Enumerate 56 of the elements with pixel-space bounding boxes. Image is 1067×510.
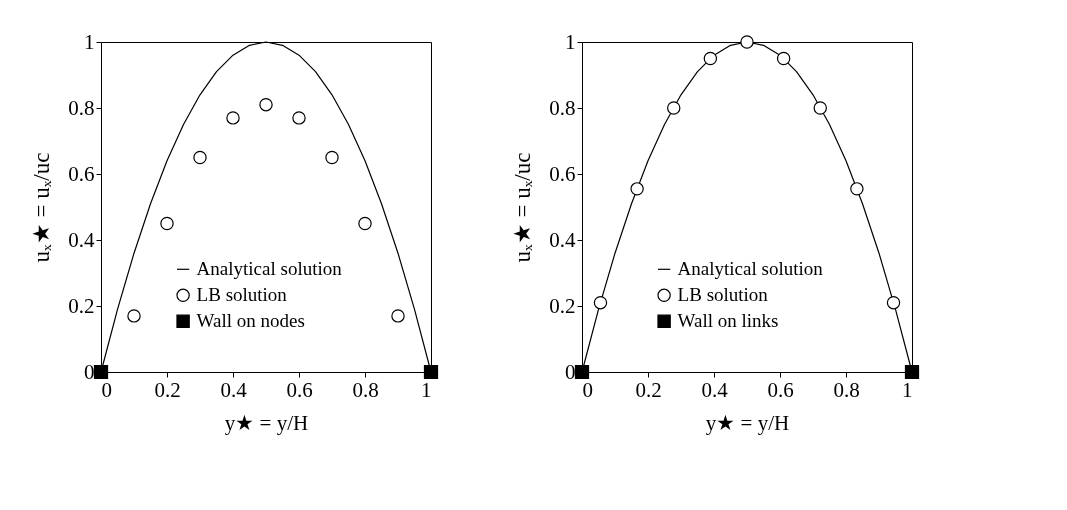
point [358,216,372,231]
point [574,364,590,380]
point [325,150,339,165]
x-tick-label: 1 [902,377,913,402]
point [423,364,439,380]
y-axis-title: uₓ★ = uₓ/uc [510,152,536,263]
point [776,51,791,66]
point [740,35,754,49]
y-tick-label: 0.8 [549,95,576,120]
point [630,182,644,196]
legend-label: Analytical solution [677,258,824,280]
x-tick-label: 0.8 [833,377,860,402]
point [259,97,273,112]
y-tick-label: 0 [84,359,95,384]
x-tick-label: 0.6 [286,377,313,402]
x-tick-label: 0.6 [767,377,794,402]
y-tick-label: 0.2 [549,293,576,318]
y-tick-label: 0.2 [68,293,95,318]
y-tick-label: 0.6 [549,161,576,186]
y-tick-label: 0.6 [68,161,95,186]
legend-label: LB solution [196,284,288,306]
x-tick-label: 0.4 [701,377,729,402]
point [703,51,718,66]
point [904,364,920,380]
y-tick-label: 0 [565,359,576,384]
point [391,309,405,323]
x-axis-title: y★ = y/H [705,410,790,435]
point [226,111,240,125]
point [160,216,174,231]
x-tick-label: 0.8 [352,377,379,402]
x-tick-label: 1 [421,377,432,402]
x-tick-label: 0.2 [154,377,181,402]
x-tick-label: 0.2 [635,377,662,402]
x-axis-title: y★ = y/H [224,410,309,435]
y-tick-label: 0.8 [68,95,95,120]
point [127,309,141,323]
y-tick-label: 1 [565,29,576,54]
legend-label: Analytical solution [196,258,343,280]
legend-label: LB solution [677,284,769,306]
y-tick-label: 0.4 [68,227,95,252]
legend-label: Wall on links [677,310,779,332]
point [813,101,827,115]
point [886,295,901,310]
legend-label: Wall on nodes [196,310,305,332]
y-tick-label: 1 [84,29,95,54]
point [193,150,207,165]
point [850,182,864,196]
y-tick-label: 0.4 [549,227,576,252]
point [593,295,608,310]
x-tick-label: 0 [582,377,593,402]
x-tick-label: 0 [101,377,112,402]
y-axis-title: uₓ★ = uₓ/uc [29,152,55,263]
point [667,101,681,115]
point [292,111,306,125]
x-tick-label: 0.4 [220,377,248,402]
point [93,364,109,380]
